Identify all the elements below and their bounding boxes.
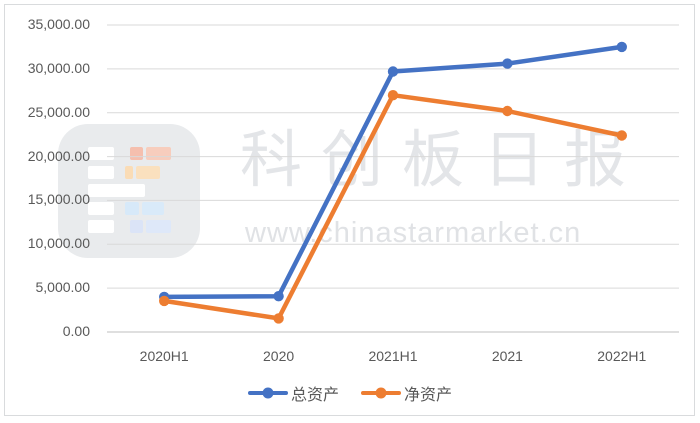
logo-bar [88,202,114,215]
watermark-title: 科创板日报 [240,127,646,195]
y-tick-label: 10,000.00 [27,235,90,252]
data-point-0-4 [616,41,627,53]
y-tick-label: 35,000.00 [27,16,90,32]
data-point-0-2 [387,66,399,77]
legend-marker-total-assets [247,387,288,399]
x-tick-label: 2022H1 [597,348,647,364]
legend-item-total-assets: 总资产 [247,381,339,405]
y-tick-label: 20,000.00 [27,147,90,164]
legend-marker-net-assets [361,387,401,399]
legend-dot-icon [375,387,387,399]
data-point-0-1 [273,291,284,302]
legend-label-net-assets: 净资产 [404,387,453,404]
series-line-1 [161,92,625,321]
legend: 总资产 净资产 [2,381,698,405]
y-tick-label: 5,000.00 [35,279,91,296]
data-point-1-1 [273,313,284,324]
data-point-1-2 [387,90,399,101]
data-point-1-4 [616,130,627,141]
y-tick-label: 0.00 [62,323,90,339]
x-tick-label: 2021 [491,348,523,364]
y-tick-label: 25,000.00 [27,103,90,120]
data-point-0-3 [502,58,513,69]
logo-bar [125,166,133,179]
x-tick-label: 2020H1 [139,348,189,364]
legend-item-net-assets: 净资产 [361,381,452,405]
legend-label-total-assets: 总资产 [290,387,339,404]
data-point-1-3 [502,105,513,117]
logo-bar [136,166,160,179]
x-tick-label: 2021H1 [368,348,418,364]
logo-bar [88,220,114,233]
legend-dot-icon [262,387,274,399]
logo-bar [125,202,139,215]
y-tick-label: 30,000.00 [27,59,90,76]
logo-bar [88,166,114,179]
logo-bar [142,202,164,215]
watermark-url: www.chinastarmarket.cn [245,217,582,249]
logo-bar [88,184,145,197]
logo-bar [146,220,171,233]
data-point-1-0 [159,295,170,307]
logo-bar [130,220,143,233]
y-tick-label: 15,000.00 [27,191,90,208]
series-line-0 [161,44,625,300]
x-tick-label: 2020 [263,348,295,364]
